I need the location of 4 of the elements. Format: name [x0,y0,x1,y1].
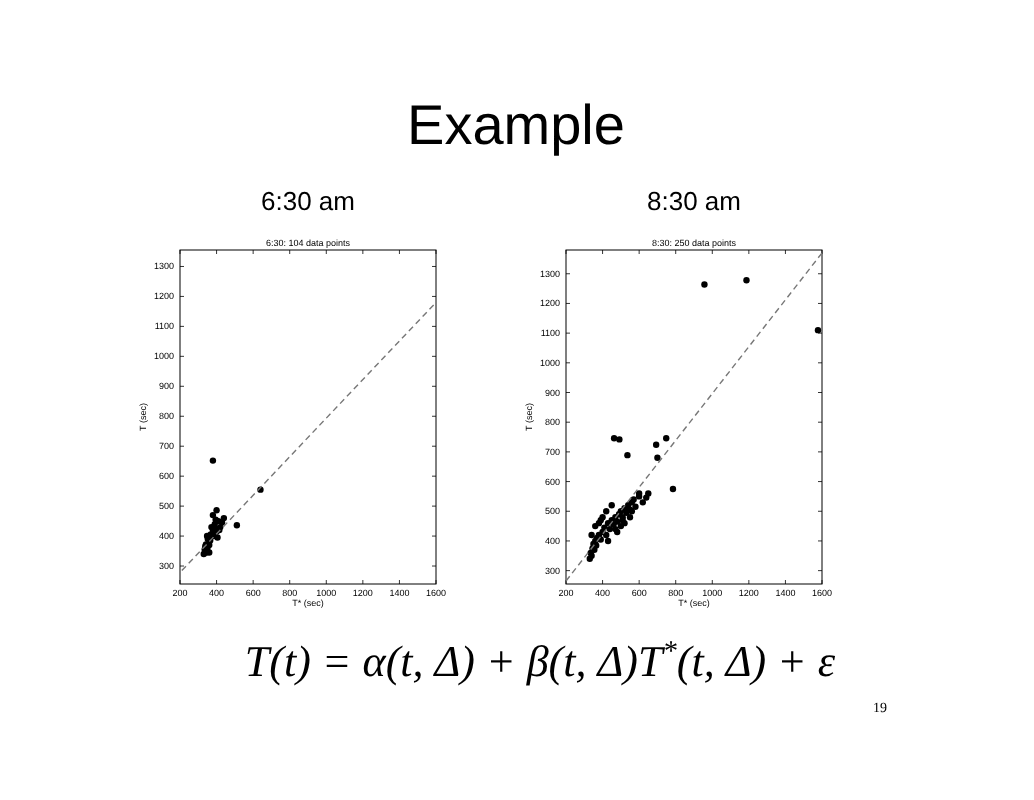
chart-subtitle: 6:30 am [261,186,355,216]
chart-subtitle: 8:30 am [647,186,741,216]
text: T(t) = α(t, Δ) + β(t, Δ)T$^{*}$(t, Δ) + ε [244,636,836,686]
text: Example [407,94,625,156]
